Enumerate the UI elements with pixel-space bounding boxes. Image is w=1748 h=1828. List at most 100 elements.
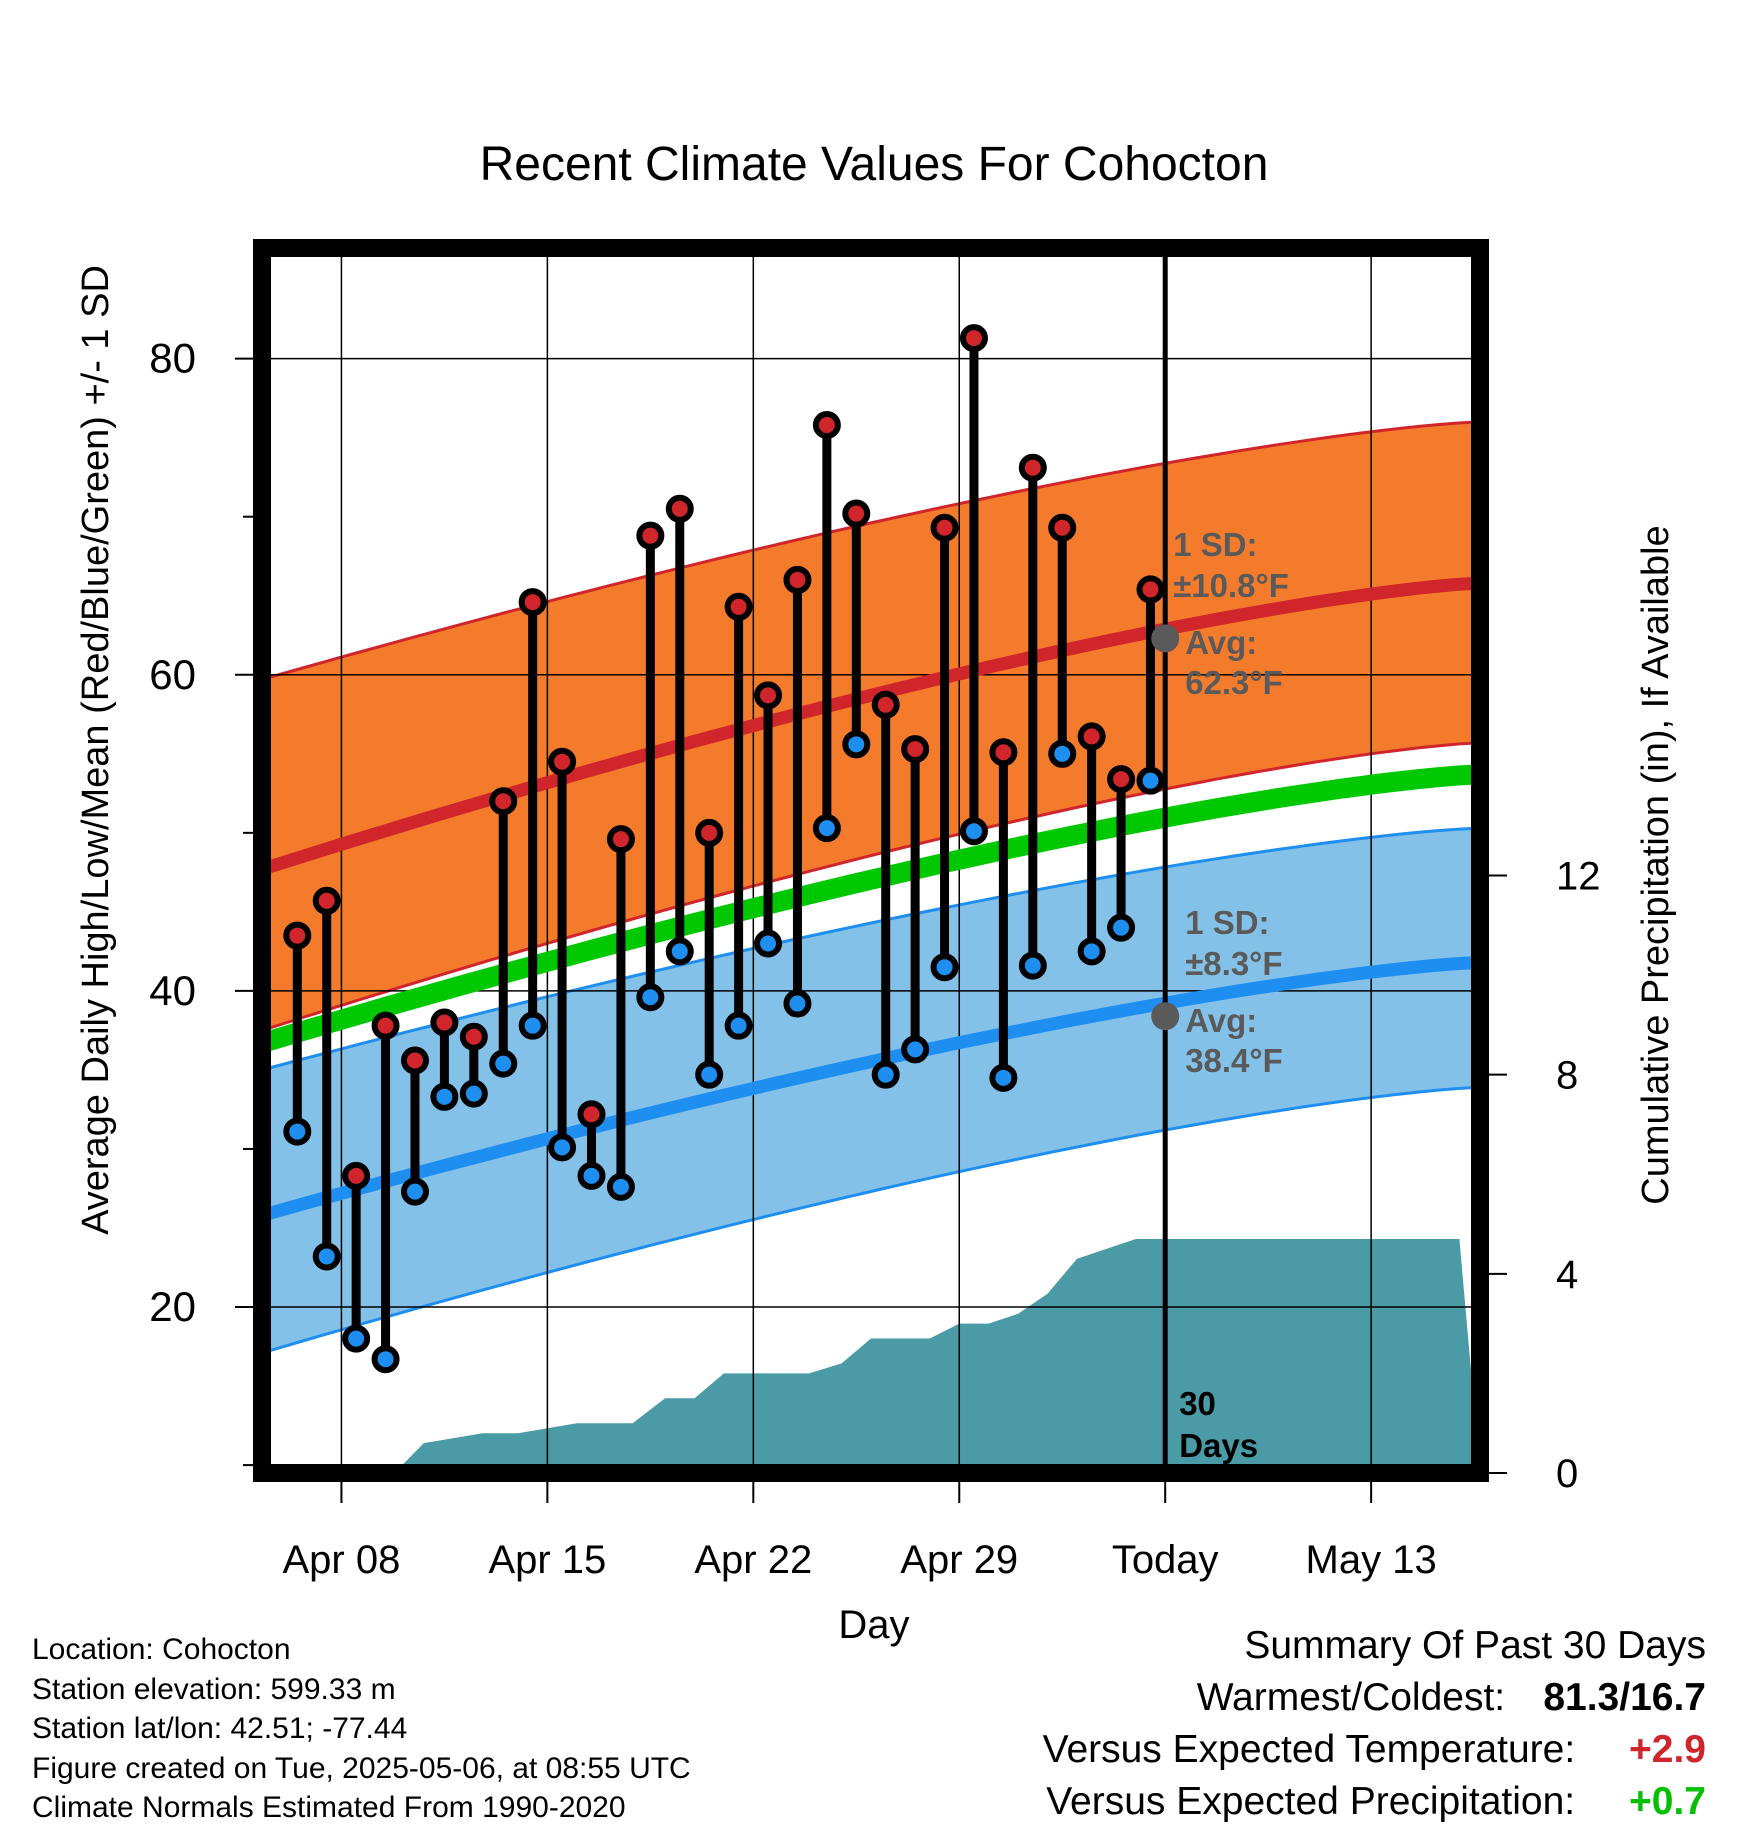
y-axis-label: Average Daily High/Low/Mean (Red/Blue/Gr… — [75, 265, 117, 1235]
chart-title: Recent Climate Values For Cohocton — [480, 138, 1269, 191]
x-tick-label: Apr 08 — [283, 1538, 401, 1582]
y2-axis-label: Cumulative Precipitation (in), If Availa… — [1635, 525, 1677, 1204]
low-band-upper-edge — [262, 826, 1480, 1072]
low-point — [871, 1060, 900, 1089]
high-sd-value: ±10.8°F — [1173, 567, 1289, 604]
low-point — [459, 1079, 488, 1108]
high-point — [989, 738, 1018, 767]
high-point — [518, 588, 547, 617]
high-point — [959, 324, 988, 353]
plot-inner — [262, 248, 1480, 1473]
window-label-number: 30 — [1179, 1385, 1216, 1422]
low-point — [342, 1324, 371, 1353]
low-point — [989, 1063, 1018, 1092]
high-point — [871, 690, 900, 719]
low-avg-label: Avg: — [1185, 1002, 1257, 1039]
y2-tick-label: 0 — [1556, 1452, 1578, 1496]
low-point — [636, 983, 665, 1012]
low-point — [400, 1177, 429, 1206]
low-sd-value: ±8.3°F — [1185, 945, 1282, 982]
high-point — [901, 735, 930, 764]
high-point — [754, 681, 783, 710]
high-point — [695, 818, 724, 847]
latlon-text: Station lat/lon: 42.51; -77.44 — [32, 1712, 408, 1745]
high-point — [548, 747, 577, 776]
low-point — [489, 1049, 518, 1078]
low-point — [283, 1117, 312, 1146]
low-point — [959, 817, 988, 846]
normal-high-line — [262, 576, 1480, 876]
low-point — [606, 1172, 635, 1201]
low-point — [695, 1060, 724, 1089]
high-point — [783, 565, 812, 594]
low-point — [724, 1011, 753, 1040]
y-tick-label: 40 — [149, 967, 196, 1014]
precip-area — [373, 1239, 1480, 1473]
elevation-text: Station elevation: 599.33 m — [32, 1672, 396, 1706]
x-tick-label: Apr 29 — [900, 1538, 1018, 1582]
high-avg-label: Avg: — [1185, 624, 1257, 661]
low-point — [665, 937, 694, 966]
warmest-coldest-label: Warmest/Coldest: — [1196, 1676, 1506, 1719]
high-band-upper-edge — [262, 420, 1480, 681]
summary-title: Summary Of Past 30 Days — [1244, 1624, 1706, 1667]
normal-low-line — [262, 956, 1480, 1222]
station-info: Location: Cohocton Station elevation: 59… — [32, 1630, 691, 1828]
low-point — [1107, 913, 1136, 942]
high-point — [1107, 765, 1136, 794]
high-point — [636, 521, 665, 550]
window-label-unit: Days — [1179, 1427, 1258, 1464]
summary-panel: Summary Of Past 30 Days Warmest/Coldest:… — [1043, 1620, 1706, 1828]
high-point — [842, 499, 871, 528]
high-point — [724, 592, 753, 621]
low-avg-marker — [1151, 1002, 1180, 1031]
normals-text: Climate Normals Estimated From 1990-2020 — [32, 1791, 626, 1824]
y2-tick-label: 12 — [1556, 854, 1601, 898]
high-avg-value: 62.3°F — [1185, 664, 1283, 701]
low-avg-value: 38.4°F — [1185, 1042, 1283, 1079]
low-point — [812, 814, 841, 843]
x-tick-label: May 13 — [1306, 1538, 1437, 1582]
low-point — [548, 1133, 577, 1162]
high-point — [665, 494, 694, 523]
high-point — [459, 1022, 488, 1051]
location-text: Location: Cohocton — [32, 1633, 291, 1666]
high-point — [606, 825, 635, 854]
low-point — [1018, 951, 1047, 980]
precip-departure-value: +0.7 — [1629, 1780, 1706, 1823]
low-band-lower-edge — [262, 1085, 1480, 1355]
low-point — [518, 1011, 547, 1040]
y-tick-label: 60 — [149, 651, 196, 698]
low-point — [754, 929, 783, 958]
high-point — [1136, 575, 1165, 604]
x-axis-label: Day — [838, 1603, 909, 1647]
low-sd-label: 1 SD: — [1185, 904, 1269, 941]
high-point — [283, 921, 312, 950]
high-point — [371, 1011, 400, 1040]
precip-departure-row: Versus Expected Precipitation: +0.7 — [1043, 1776, 1706, 1828]
y2-tick-label: 8 — [1556, 1054, 1578, 1098]
low-sd-band — [262, 828, 1480, 1353]
high-point — [1018, 453, 1047, 482]
high-point — [430, 1008, 459, 1037]
low-point — [430, 1082, 459, 1111]
temp-departure-value: +2.9 — [1629, 1728, 1706, 1771]
y-tick-label: 20 — [149, 1283, 196, 1330]
precip-departure-label: Versus Expected Precipitation: — [1046, 1780, 1576, 1823]
low-point — [842, 730, 871, 759]
high-point — [812, 411, 841, 440]
high-point — [1048, 513, 1077, 542]
x-tick-label: Apr 15 — [488, 1538, 606, 1582]
high-point — [342, 1161, 371, 1190]
temp-departure-label: Versus Expected Temperature: — [1042, 1728, 1576, 1771]
low-point — [783, 989, 812, 1018]
high-sd-label: 1 SD: — [1173, 526, 1257, 563]
high-band-lower-edge — [262, 741, 1480, 1032]
high-point — [930, 513, 959, 542]
high-point — [312, 886, 341, 915]
low-point — [577, 1161, 606, 1190]
high-point — [1077, 722, 1106, 751]
x-tick-label: Today — [1112, 1538, 1219, 1582]
